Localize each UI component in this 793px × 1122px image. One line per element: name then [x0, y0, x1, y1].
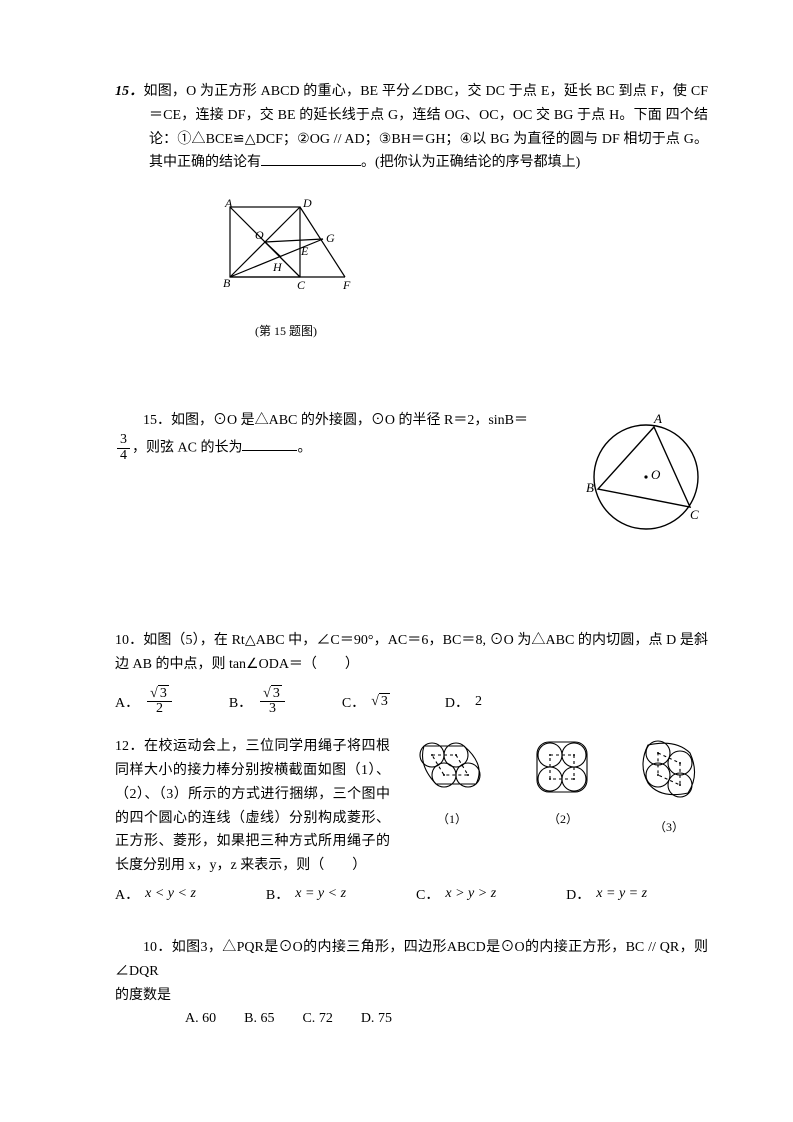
q10b-choice-a[interactable]: A. 60: [185, 1011, 216, 1027]
q12-choice-a[interactable]: A．x < y < z: [115, 884, 196, 904]
q15b-frac-den: 4: [117, 449, 130, 464]
q12-number: 12．: [115, 739, 144, 754]
q15b-text: 15．如图，⊙O 是△ABC 的外接圆，⊙O 的半径 R＝2，sinB＝ 3 4…: [115, 409, 560, 463]
q10a-choice-c[interactable]: C． √3: [342, 687, 390, 717]
q10b-tail: 的度数是: [115, 988, 171, 1003]
q10a-number: 10．: [115, 633, 143, 648]
q15a-l1: 如图，O 为正方形 ABCD 的重心，BE 平分∠DBC，交 DC 于点 E，延…: [143, 84, 687, 99]
q12-figures: （1） （2）: [408, 735, 708, 835]
q15b-frac: 3 4: [117, 433, 130, 463]
q12-choices: A．x < y < z B．x = y < z C．x > y > z D．x …: [115, 884, 708, 904]
q12-fig1: （1）: [408, 735, 496, 835]
q12-fig2-label: （2）: [524, 810, 602, 827]
q15b-mid: ，则弦 AC 的长为: [132, 440, 242, 455]
q15b-frac-num: 3: [117, 433, 130, 449]
q12-choice-c[interactable]: C．x > y > z: [416, 884, 496, 904]
svg-text:B: B: [586, 480, 594, 495]
svg-text:A: A: [653, 411, 662, 426]
q10b-choice-d[interactable]: D. 75: [361, 1011, 392, 1027]
svg-text:E: E: [300, 244, 309, 258]
q12-body: 在校运动会上，三位同学用绳子将四根同样大小的接力棒分别按横截面如图（1）、（2）…: [115, 739, 390, 873]
q10a-choice-a[interactable]: A． √32: [115, 687, 174, 717]
svg-text:F: F: [342, 278, 351, 292]
q12-fig3: （3）: [630, 735, 708, 835]
q15a-l4-tail: 。(把你认为正确结论的序号都填上): [361, 155, 580, 170]
q12-fig2: （2）: [524, 735, 602, 835]
q15a-number: 15．: [115, 84, 143, 99]
svg-text:B: B: [223, 276, 231, 290]
q12-choice-d[interactable]: D．x = y = z: [566, 884, 647, 904]
q15b-row: 15．如图，⊙O 是△ABC 的外接圆，⊙O 的半径 R＝2，sinB＝ 3 4…: [115, 409, 708, 544]
q15a-blank[interactable]: [261, 151, 361, 166]
q10b-number: 10．: [143, 940, 172, 955]
svg-text:O: O: [255, 228, 264, 242]
q12-choice-b[interactable]: B．x = y < z: [266, 884, 346, 904]
q12-text: 12．在校运动会上，三位同学用绳子将四根同样大小的接力棒分别按横截面如图（1）、…: [115, 735, 390, 878]
q15b-figure-wrap: A B C O: [578, 409, 708, 544]
q15b-end: 。: [297, 440, 311, 455]
q15a-figure-svg: A D B C F G E H O: [215, 197, 385, 317]
q10b-text: 10．如图3，△PQR是⊙O的内接三角形，四边形ABCD是⊙O的内接正方形，BC…: [115, 936, 708, 1007]
svg-text:O: O: [651, 467, 661, 482]
q10b-choice-c[interactable]: C. 72: [302, 1011, 332, 1027]
q12-fig1-label: （1）: [408, 810, 496, 827]
svg-text:C: C: [297, 278, 306, 292]
q12-fig3-label: （3）: [630, 818, 708, 835]
q15a-text: 15．如图，O 为正方形 ABCD 的重心，BE 平分∠DBC，交 DC 于点 …: [115, 80, 708, 175]
q15b-pre: 如图，⊙O 是△ABC 的外接圆，⊙O 的半径 R＝2，sinB＝: [171, 413, 528, 428]
q15b-blank[interactable]: [242, 436, 297, 451]
svg-text:G: G: [326, 231, 335, 245]
q15b-number: 15．: [143, 413, 171, 428]
svg-text:D: D: [302, 197, 312, 210]
q10b-choice-b[interactable]: B. 65: [244, 1011, 274, 1027]
q15a-figure-caption: (第 15 题图): [221, 322, 351, 339]
svg-text:A: A: [224, 197, 233, 210]
q10a-choice-d[interactable]: D．2: [445, 687, 482, 717]
q12-row: 12．在校运动会上，三位同学用绳子将四根同样大小的接力棒分别按横截面如图（1）、…: [115, 735, 708, 878]
svg-text:H: H: [272, 260, 283, 274]
q10a-choice-b[interactable]: B． √33: [229, 687, 287, 717]
q10a-body: 如图（5），在 Rt△ABC 中，∠C＝90°，AC＝6，BC＝8, ⊙O 为△…: [115, 633, 708, 672]
svg-text:C: C: [690, 507, 699, 522]
q10a-text: 10．如图（5），在 Rt△ABC 中，∠C＝90°，AC＝6，BC＝8, ⊙O…: [115, 629, 708, 677]
q10b-lead: 如图3，△PQR是⊙O的内接三角形，四边形ABCD是⊙O的内接正方形，BC //…: [115, 940, 708, 979]
q10b-choices: A. 60 B. 65 C. 72 D. 75: [185, 1011, 708, 1027]
q15a-figure-wrap: A D B C F G E H O (第 15 题图): [215, 197, 708, 339]
q15b-figure-svg: A B C O: [578, 409, 708, 539]
q10a-choices: A． √32 B． √33 C． √3 D．2: [115, 687, 708, 717]
